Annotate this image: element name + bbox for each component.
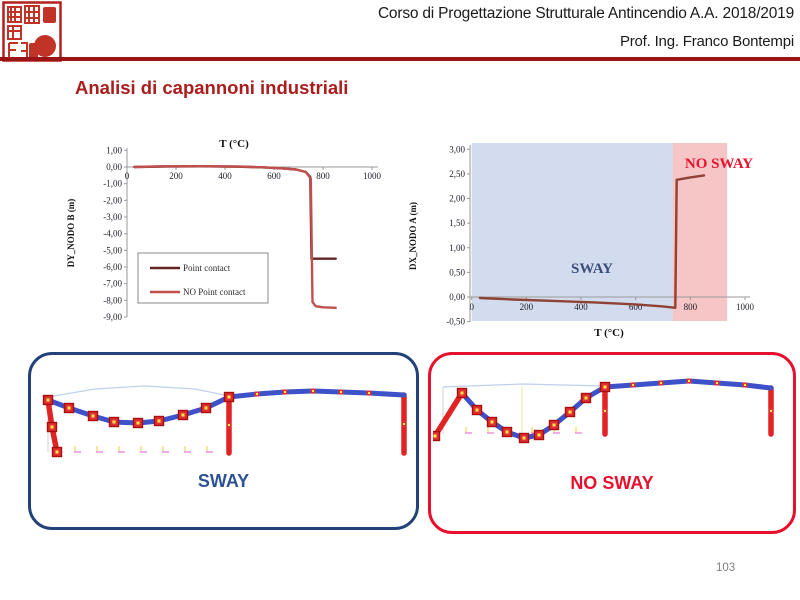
svg-text:T (°C): T (°C) [594,327,624,339]
svg-text:-3,00: -3,00 [103,212,122,222]
svg-text:600: 600 [629,302,643,312]
svg-text:400: 400 [218,171,232,181]
sway-panel: SWAY [28,352,419,530]
svg-text:-7,00: -7,00 [103,279,122,289]
svg-text:NO Point contact: NO Point contact [183,287,246,297]
svg-text:-9,00: -9,00 [103,312,122,322]
svg-text:-8,00: -8,00 [103,295,122,305]
svg-text:0,00: 0,00 [449,292,465,302]
svg-text:0,50: 0,50 [449,267,465,277]
svg-text:0: 0 [469,302,474,312]
svg-text:SWAY: SWAY [571,261,613,277]
svg-text:1000: 1000 [736,302,755,312]
sway-label: SWAY [197,471,250,491]
svg-text:1000: 1000 [363,171,382,181]
svg-text:2,00: 2,00 [449,194,465,204]
no-sway-label: NO SWAY [570,473,654,493]
svg-text:400: 400 [574,302,588,312]
page-title: Analisi di capannoni industriali [75,77,349,98]
page-number: 103 [716,562,736,574]
svg-text:600: 600 [267,171,281,181]
svg-text:NO SWAY: NO SWAY [685,156,753,172]
svg-text:-6,00: -6,00 [103,262,122,272]
svg-text:DY_NODO B (m): DY_NODO B (m) [66,199,76,268]
svg-text:-2,00: -2,00 [103,195,122,205]
sway-frame-deformation-diagram [42,385,407,458]
svg-text:1,50: 1,50 [449,218,465,228]
header: Corso di Progettazione Strutturale Antin… [378,4,794,52]
svg-text:2,50: 2,50 [449,169,465,179]
header-rule [0,57,800,61]
professor-name: Prof. Ing. Franco Bontempi [619,33,794,50]
svg-text:3,00: 3,00 [449,144,465,154]
svg-text:Point contact: Point contact [183,263,231,273]
svg-text:1,00: 1,00 [106,145,122,155]
svg-text:200: 200 [520,302,534,312]
svg-text:200: 200 [169,171,183,181]
svg-text:0,00: 0,00 [106,162,122,172]
svg-text:-4,00: -4,00 [103,229,122,239]
chart-dx-nodo-a: 3,00 2,50 2,00 1,50 1,00 0,50 0,00 -0,50 0 200 400… [408,143,755,339]
red-seal-stamp-icon [2,1,62,68]
svg-text:1,00: 1,00 [449,243,465,253]
chart-dy-nodo-b: 1,00 0,00 -1,00 -2,00 -3,00 -4,00 -5,00 -6,00 -7… [66,138,382,322]
svg-text:800: 800 [684,302,698,312]
svg-text:-5,00: -5,00 [103,245,122,255]
no-sway-panel: NO SWAY [428,352,796,534]
svg-text:-0,50: -0,50 [446,317,465,327]
svg-text:T (°C): T (°C) [219,138,249,150]
svg-text:0: 0 [125,171,130,181]
course-title: Corso di Progettazione Strutturale Antin… [377,5,794,22]
svg-text:-1,00: -1,00 [103,179,122,189]
svg-text:DX_NODO A (m): DX_NODO A (m) [408,202,418,270]
no-sway-frame-deformation-diagram [433,378,774,444]
svg-text:800: 800 [316,171,330,181]
